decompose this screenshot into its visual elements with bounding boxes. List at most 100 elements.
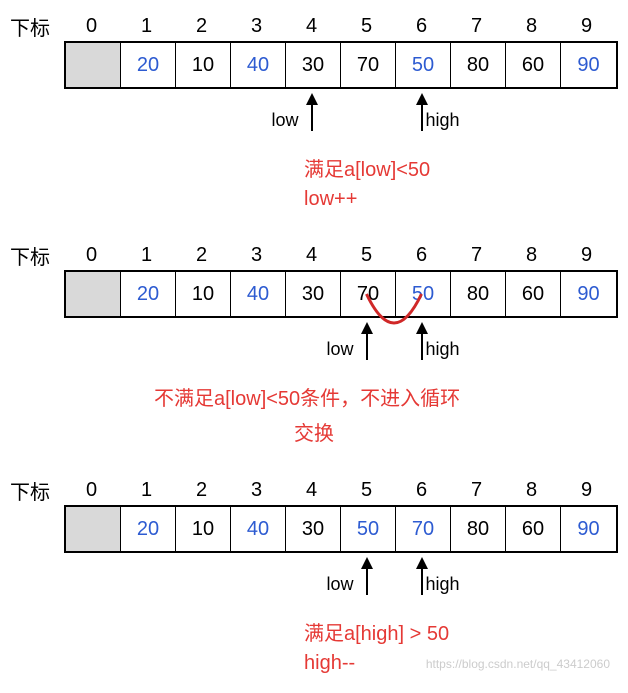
index-value: 5 [339, 479, 394, 502]
index-value: 8 [504, 479, 559, 502]
caption-line-2: 交换 [64, 417, 618, 446]
array-cell: 80 [451, 272, 506, 316]
array-cell: 10 [176, 507, 231, 551]
index-value: 4 [284, 15, 339, 38]
index-value: 2 [174, 244, 229, 267]
array-cell: 30 [286, 507, 341, 551]
array-cell: 60 [506, 507, 561, 551]
index-value: 1 [119, 15, 174, 38]
index-value: 6 [394, 479, 449, 502]
array-cell: 30 [286, 272, 341, 316]
array-cell: 20 [121, 272, 176, 316]
index-value: 3 [229, 479, 284, 502]
low-pointer: low [306, 93, 318, 131]
array-cell: 30 [286, 43, 341, 87]
caption-line-1: 不满足a[low]<50条件，不进入循环 [64, 382, 618, 411]
array-cell: 70 [341, 43, 396, 87]
array-cell: 50 [396, 43, 451, 87]
index-value: 7 [449, 479, 504, 502]
array-cell: 70 [396, 507, 451, 551]
array-cell [66, 272, 121, 316]
pointer-stem [421, 334, 423, 360]
caption-line-2: low++ [64, 188, 618, 211]
index-value: 6 [394, 244, 449, 267]
arrow-up-icon [361, 557, 373, 569]
index-value: 0 [64, 244, 119, 267]
index-values: 0123456789 [64, 244, 614, 267]
array-cell: 10 [176, 272, 231, 316]
caption-line-1: 满足a[low]<50 [64, 153, 618, 182]
arrow-up-icon [416, 93, 428, 105]
index-value: 1 [119, 244, 174, 267]
array-cell: 20 [121, 43, 176, 87]
index-value: 8 [504, 15, 559, 38]
high-pointer: high [416, 557, 428, 595]
pointer-row: low high [64, 557, 618, 611]
index-row: 下标 0123456789 [10, 12, 618, 41]
array-cells: 201040307050806090 [64, 270, 618, 318]
arrow-up-icon [361, 322, 373, 334]
pointer-row: low high [64, 322, 618, 376]
index-values: 0123456789 [64, 479, 614, 502]
index-value: 7 [449, 244, 504, 267]
array-cells: 201040305070806090 [64, 505, 618, 553]
array-cell: 60 [506, 272, 561, 316]
array-cell: 40 [231, 272, 286, 316]
arrow-up-icon [416, 557, 428, 569]
array-cell: 20 [121, 507, 176, 551]
index-label: 下标 [10, 476, 64, 505]
index-value: 0 [64, 479, 119, 502]
index-label: 下标 [10, 12, 64, 41]
panel-2: 下标 0123456789 201040307050806090 lowhigh… [10, 241, 618, 446]
pointer-stem [421, 105, 423, 131]
array-cell: 50 [396, 272, 451, 316]
index-value: 5 [339, 15, 394, 38]
array-cell: 70 [341, 272, 396, 316]
index-value: 2 [174, 15, 229, 38]
caption-line-1: 满足a[high] > 50 [64, 617, 618, 646]
array-cells: 201040307050806090 [64, 41, 618, 89]
array-cell: 10 [176, 43, 231, 87]
panel-3: 下标 0123456789 201040305070806090 lowhigh… [10, 476, 618, 675]
index-value: 5 [339, 244, 394, 267]
arrow-up-icon [416, 322, 428, 334]
index-value: 9 [559, 479, 614, 502]
index-row: 下标 0123456789 [10, 476, 618, 505]
array-cell: 80 [451, 507, 506, 551]
pointer-label: high [426, 110, 460, 131]
index-row: 下标 0123456789 [10, 241, 618, 270]
array-cell: 90 [561, 43, 616, 87]
low-pointer: low [361, 557, 373, 595]
watermark-text: https://blog.csdn.net/qq_43412060 [426, 657, 610, 671]
array-cell: 40 [231, 507, 286, 551]
index-value: 3 [229, 15, 284, 38]
pointer-stem [421, 569, 423, 595]
index-values: 0123456789 [64, 15, 614, 38]
index-value: 3 [229, 244, 284, 267]
index-value: 4 [284, 244, 339, 267]
arrow-up-icon [306, 93, 318, 105]
low-pointer: low [361, 322, 373, 360]
pointer-label: high [426, 574, 460, 595]
index-value: 9 [559, 15, 614, 38]
high-pointer: high [416, 322, 428, 360]
index-value: 8 [504, 244, 559, 267]
index-value: 4 [284, 479, 339, 502]
pointer-stem [366, 569, 368, 595]
array-cell: 40 [231, 43, 286, 87]
index-value: 6 [394, 15, 449, 38]
pointer-row: low high [64, 93, 618, 147]
index-value: 9 [559, 244, 614, 267]
pointer-label: low [327, 339, 354, 360]
index-value: 0 [64, 15, 119, 38]
high-pointer: high [416, 93, 428, 131]
pointer-label: low [327, 574, 354, 595]
array-cell: 60 [506, 43, 561, 87]
array-cell: 50 [341, 507, 396, 551]
index-value: 2 [174, 479, 229, 502]
array-cell: 80 [451, 43, 506, 87]
array-cell: 90 [561, 272, 616, 316]
array-cell: 90 [561, 507, 616, 551]
array-cell [66, 507, 121, 551]
pointer-label: high [426, 339, 460, 360]
